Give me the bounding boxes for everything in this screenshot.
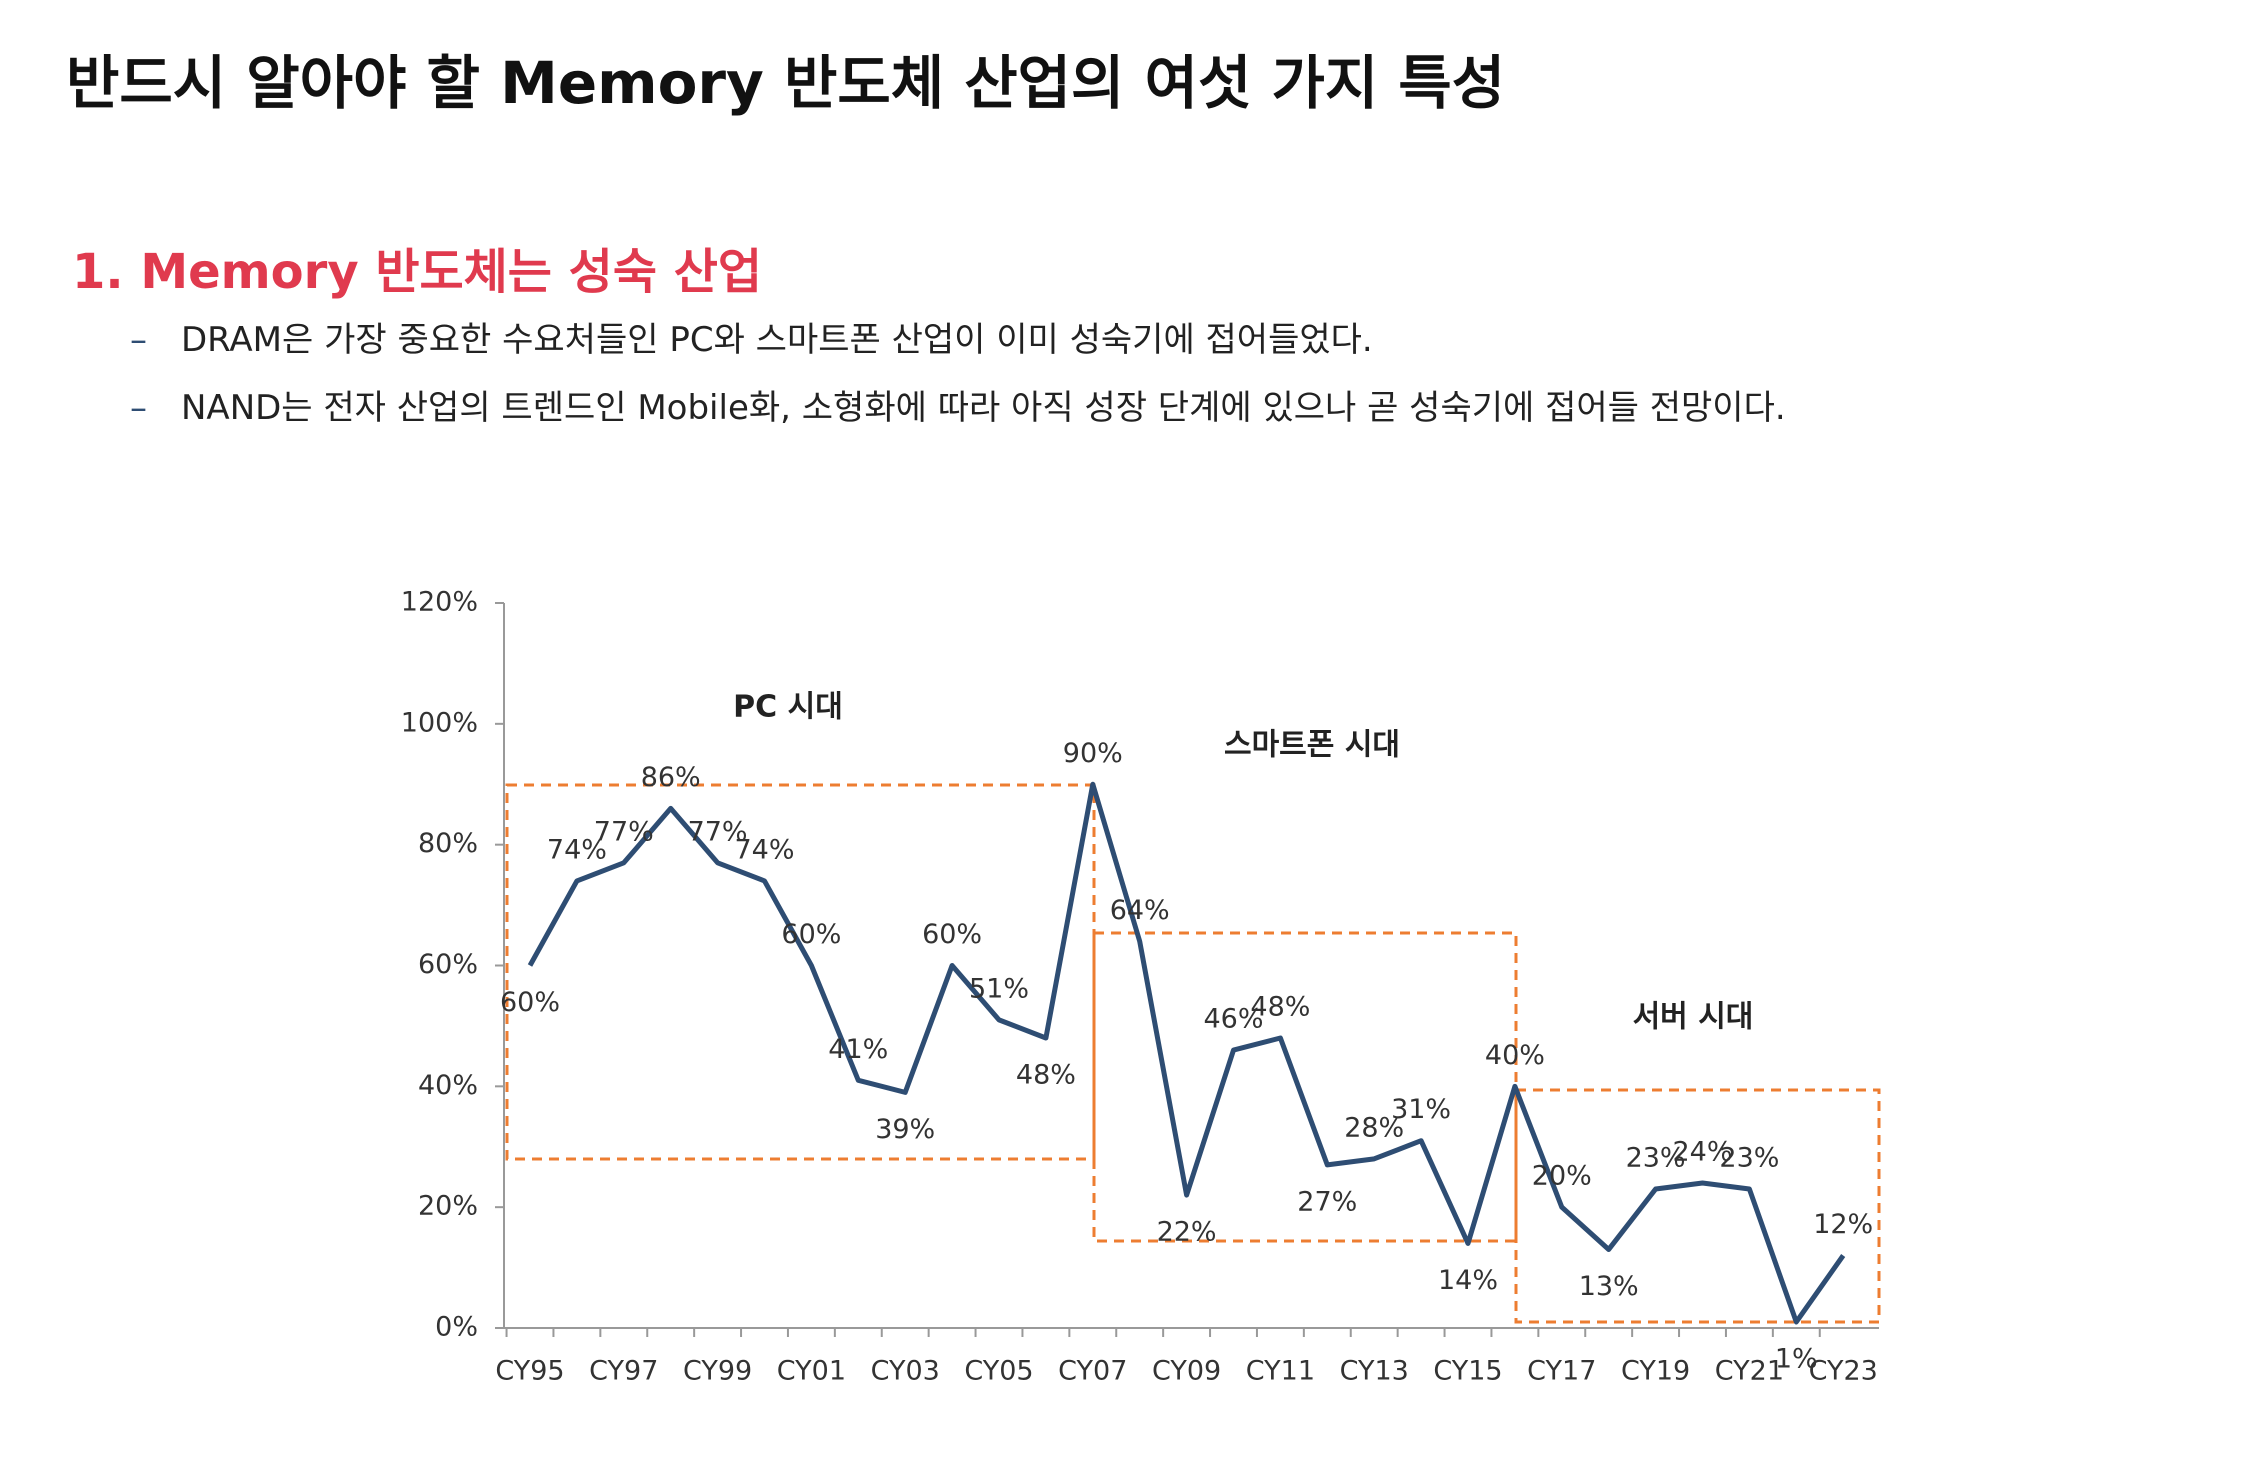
bullet-item: – DRAM은 가장 중요한 수요처들인 PC와 스마트폰 산업이 이미 성숙기에… — [130, 320, 1373, 360]
page-title: 반드시 알아야 할 Memory 반도체 산업의 여섯 가지 특성 — [66, 49, 1506, 117]
data-label: 90% — [1063, 738, 1123, 769]
x-tick-label: CY09 — [1152, 1356, 1221, 1387]
section-heading: 1. Memory 반도체는 성숙 산업 — [72, 244, 763, 300]
y-tick-label: 100% — [401, 707, 478, 738]
data-label: 22% — [1157, 1217, 1217, 1248]
x-tick-label: CY23 — [1809, 1356, 1878, 1387]
data-label: 51% — [969, 973, 1029, 1004]
data-label: 27% — [1297, 1186, 1357, 1217]
data-label: 23% — [1719, 1143, 1779, 1174]
x-tick-label: CY13 — [1340, 1356, 1409, 1387]
data-label: 77% — [688, 816, 748, 847]
x-tick-label: CY11 — [1246, 1356, 1315, 1387]
y-tick-label: 120% — [401, 587, 478, 618]
y-tick-label: 60% — [418, 949, 478, 980]
data-label: 48% — [1016, 1060, 1076, 1091]
x-tick-label: CY97 — [589, 1356, 658, 1387]
data-label: 24% — [1672, 1137, 1732, 1168]
x-tick-label: CY17 — [1527, 1356, 1596, 1387]
data-label: 77% — [594, 816, 654, 847]
bullet-text: NAND는 전자 산업의 트렌드인 Mobile화, 소형화에 따라 아직 성장… — [181, 388, 1786, 428]
data-line — [527, 781, 1846, 1325]
data-label: 40% — [1485, 1040, 1545, 1071]
data-label: 12% — [1813, 1209, 1873, 1240]
data-label: 60% — [781, 919, 841, 950]
x-tick-label: CY05 — [964, 1356, 1033, 1387]
x-tick-label: CY99 — [683, 1356, 752, 1387]
x-tick-label: CY19 — [1621, 1356, 1690, 1387]
data-label: 46% — [1203, 1004, 1263, 1035]
bullet-item: – NAND는 전자 산업의 트렌드인 Mobile화, 소형화에 따라 아직 성… — [130, 388, 1786, 428]
data-label: 48% — [1250, 992, 1310, 1023]
x-tick-label: CY21 — [1715, 1356, 1784, 1387]
era-box — [1514, 1088, 1881, 1324]
bullet-text: DRAM은 가장 중요한 수요처들인 PC와 스마트폰 산업이 이미 성숙기에 … — [181, 320, 1373, 360]
data-label: 14% — [1438, 1265, 1498, 1296]
x-tick-label: CY01 — [777, 1356, 846, 1387]
data-label: 39% — [875, 1114, 935, 1145]
data-label: 28% — [1344, 1112, 1404, 1143]
era-label: 서버 시대 — [1633, 1000, 1754, 1035]
era-label: PC 시대 — [733, 690, 843, 725]
data-label: 31% — [1391, 1094, 1451, 1125]
y-tick-label: 20% — [418, 1191, 478, 1222]
data-label: 60% — [922, 919, 982, 950]
data-label: 23% — [1626, 1143, 1686, 1174]
data-label: 60% — [500, 987, 560, 1018]
data-label: 86% — [641, 762, 701, 793]
era-label: 스마트폰 시대 — [1224, 728, 1400, 763]
era-box — [1092, 931, 1518, 1243]
y-tick-label: 40% — [418, 1070, 478, 1101]
y-tick-label: 80% — [418, 828, 478, 859]
x-tick-label: CY15 — [1433, 1356, 1502, 1387]
y-tick-label: 0% — [435, 1312, 478, 1343]
x-tick-label: CY07 — [1058, 1356, 1127, 1387]
data-label: 74% — [547, 834, 607, 865]
x-tick-label: CY03 — [871, 1356, 940, 1387]
data-label: 20% — [1532, 1161, 1592, 1192]
data-label: 13% — [1579, 1271, 1639, 1302]
data-label: 1% — [1775, 1343, 1818, 1374]
data-label: 41% — [828, 1034, 888, 1065]
data-label: 74% — [734, 834, 794, 865]
x-tick-label: CY95 — [495, 1356, 564, 1387]
data-label: 64% — [1110, 895, 1170, 926]
